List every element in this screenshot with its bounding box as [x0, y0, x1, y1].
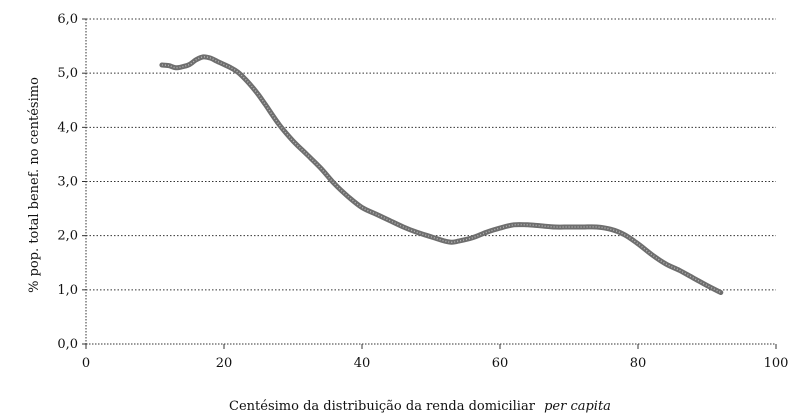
- y-tick-label: 1,0: [57, 283, 78, 298]
- y-tick-label: 4,0: [57, 120, 78, 135]
- x-tick-label: 60: [492, 356, 509, 371]
- y-tick-label: 0,0: [57, 337, 78, 352]
- grid: [86, 18, 776, 291]
- y-axis-label: % pop. total benef. no centésimo: [27, 77, 42, 293]
- x-axis-label-main: Centésimo da distribuição da renda domic…: [229, 399, 536, 414]
- y-tick-label: 3,0: [57, 175, 78, 190]
- x-axis-label: Centésimo da distribuição da renda domic…: [229, 399, 611, 414]
- x-tick-label: 100: [764, 356, 789, 371]
- series: [159, 54, 724, 295]
- y-tick-label: 6,0: [57, 12, 78, 27]
- x-tick-label: 0: [82, 356, 90, 371]
- x-axis-label-italic: per capita: [544, 399, 611, 414]
- y-tick-label: 2,0: [57, 229, 78, 244]
- series-line: [159, 54, 724, 295]
- ticks: 0,0 1,0 2,0 3,0 4,0 5,0 6,0 0 20 40 60 80 100: [57, 12, 788, 371]
- series-line-texture: [161, 56, 722, 294]
- x-tick-label: 40: [354, 356, 371, 371]
- x-tick-label: 80: [630, 356, 647, 371]
- axes: [85, 19, 776, 345]
- labels: % pop. total benef. no centésimo Centési…: [27, 77, 611, 414]
- y-tick-label: 5,0: [57, 66, 78, 81]
- x-tick-label: 20: [216, 356, 233, 371]
